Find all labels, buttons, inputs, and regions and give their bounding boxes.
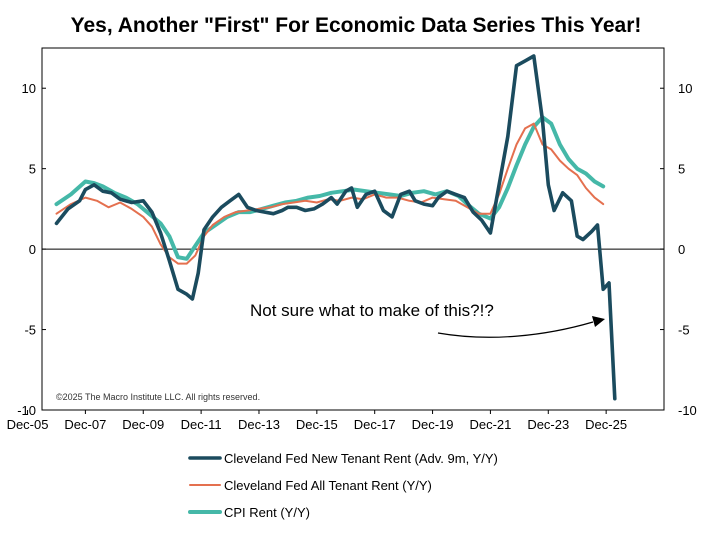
y-tick-label-left: 5 [29,162,36,177]
x-tick-label: Dec-05 [7,417,49,432]
y-tick-label-left: -10 [17,403,36,418]
x-tick-label: Dec-09 [122,417,164,432]
x-tick-label: Dec-21 [469,417,511,432]
x-tick-label: Dec-19 [412,417,454,432]
legend-label-cpi-rent: CPI Rent (Y/Y) [224,505,310,520]
y-tick-label-right: -10 [678,403,697,418]
x-tick-label: Dec-13 [238,417,280,432]
y-axis-left: -10 -5 0 5 10 [17,81,46,418]
plot-area [41,47,665,411]
x-tick-label: Dec-07 [64,417,106,432]
series-line-new-tenant [54,54,617,401]
y-axis-right: -10 -5 0 5 10 [660,81,697,418]
x-tick-label: Dec-11 [181,417,222,432]
legend-label-all-tenant: Cleveland Fed All Tenant Rent (Y/Y) [224,478,432,493]
x-tick-label: Dec-17 [354,417,396,432]
y-tick-label-right: 5 [678,162,685,177]
annotation-arrow [437,321,594,338]
y-tick-label-left: 0 [29,242,36,257]
y-tick-label-right: 10 [678,81,692,96]
legend: Cleveland Fed New Tenant Rent (Adv. 9m, … [188,451,498,520]
y-tick-label-right: -5 [678,323,690,338]
legend-label-new-tenant: Cleveland Fed New Tenant Rent (Adv. 9m, … [224,451,498,466]
y-tick-label-right: 0 [678,242,685,257]
annotation-arrowhead [592,316,605,327]
series-line-cpi-rent [54,115,606,261]
x-tick-label: Dec-15 [296,417,338,432]
x-tick-label: Dec-23 [527,417,569,432]
y-tick-label-left: -5 [24,323,36,338]
chart-title: Yes, Another "First" For Economic Data S… [70,14,642,37]
y-tick-label-left: 10 [22,81,36,96]
x-axis: Dec-05 Dec-07 Dec-09 Dec-11 Dec-13 Dec-15 Dec-… [7,410,627,432]
copyright-text: ©2025 The Macro Institute LLC. All right… [56,392,260,402]
series-lines [54,54,617,401]
x-tick-label: Dec-25 [585,417,627,432]
annotation-text: Not sure what to make of this?!? [250,301,494,320]
